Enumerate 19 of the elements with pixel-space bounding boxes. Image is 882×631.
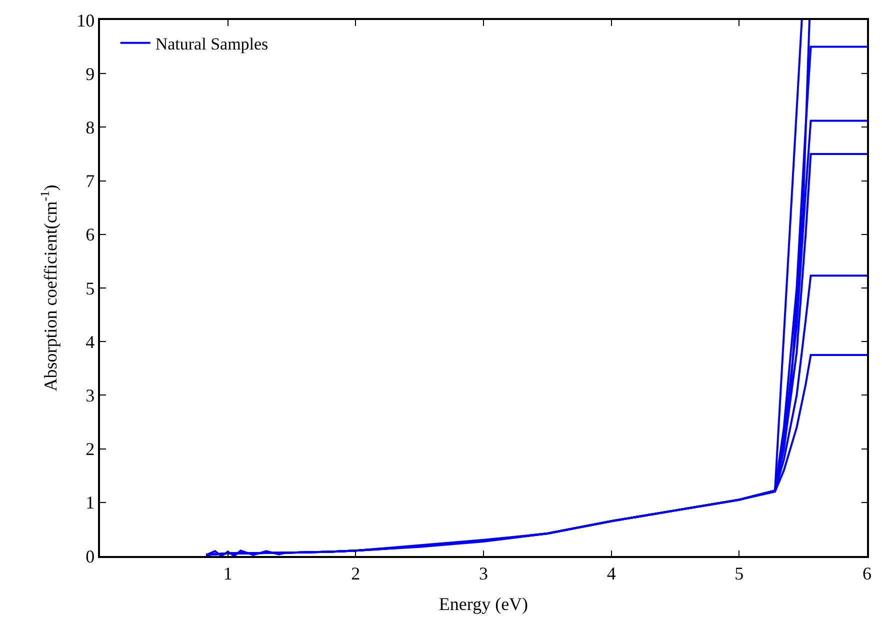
y-tick-label: 4 <box>86 332 95 352</box>
x-tick-label: 4 <box>606 563 616 584</box>
y-tick-label: 7 <box>86 171 95 192</box>
y-tick-label: 9 <box>86 64 95 84</box>
y-tick-label: 6 <box>86 224 95 245</box>
x-tick-label: 3 <box>479 563 488 584</box>
y-tick-label: 0 <box>86 546 95 566</box>
x-tick-label: 5 <box>734 563 744 584</box>
legend-label: Natural Samples <box>155 34 268 54</box>
y-tick-label: 5 <box>86 278 95 298</box>
y-tick-label: 3 <box>86 386 95 406</box>
y-tick-label: 1 <box>86 492 95 513</box>
y-tick-label: 8 <box>86 118 95 138</box>
x-tick-label: 2 <box>351 563 360 584</box>
y-tick-label: 10 <box>76 10 95 30</box>
x-tick-label: 1 <box>223 563 232 584</box>
x-axis-title: Energy (eV) <box>438 594 528 614</box>
y-tick-label: 2 <box>86 439 95 460</box>
x-tick-label: 6 <box>862 563 872 584</box>
